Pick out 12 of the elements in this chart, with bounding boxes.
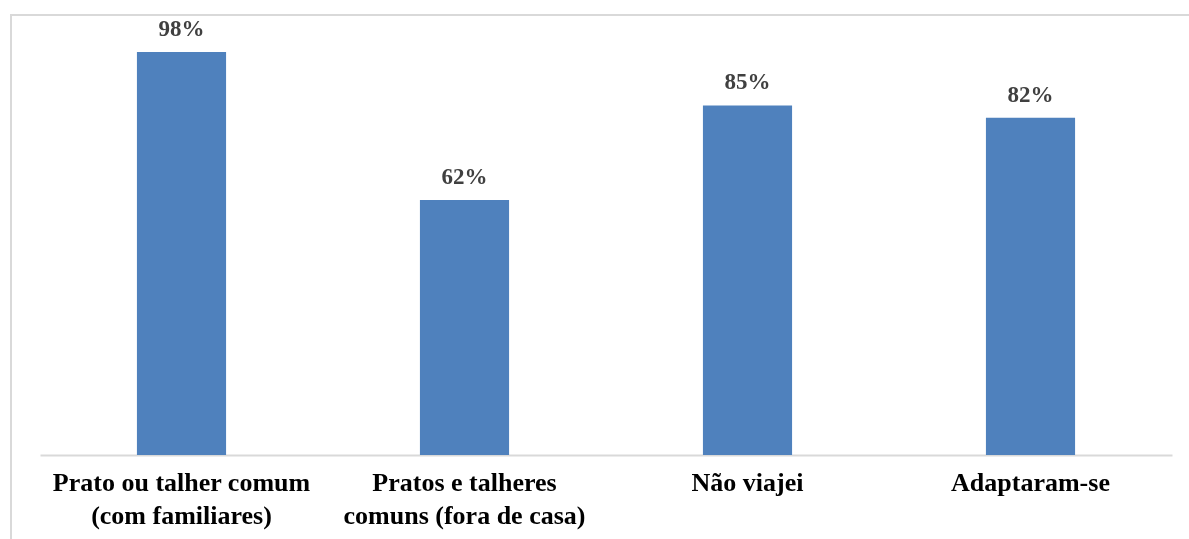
bar xyxy=(985,117,1076,455)
data-label: 62% xyxy=(441,164,488,190)
bar xyxy=(702,105,793,455)
data-label: 82% xyxy=(1007,81,1054,107)
x-tick-label: Não viajei xyxy=(691,467,804,497)
data-label: 98% xyxy=(158,16,205,41)
x-tick-label: Pratos e talheres comuns (fora de casa) xyxy=(343,467,586,530)
bar xyxy=(419,200,510,455)
data-label: 85% xyxy=(724,69,771,95)
bar xyxy=(136,52,227,455)
x-tick-label: Prato ou talher comum (com familiares) xyxy=(52,467,311,530)
x-tick-label: Adaptaram-se xyxy=(951,467,1110,497)
